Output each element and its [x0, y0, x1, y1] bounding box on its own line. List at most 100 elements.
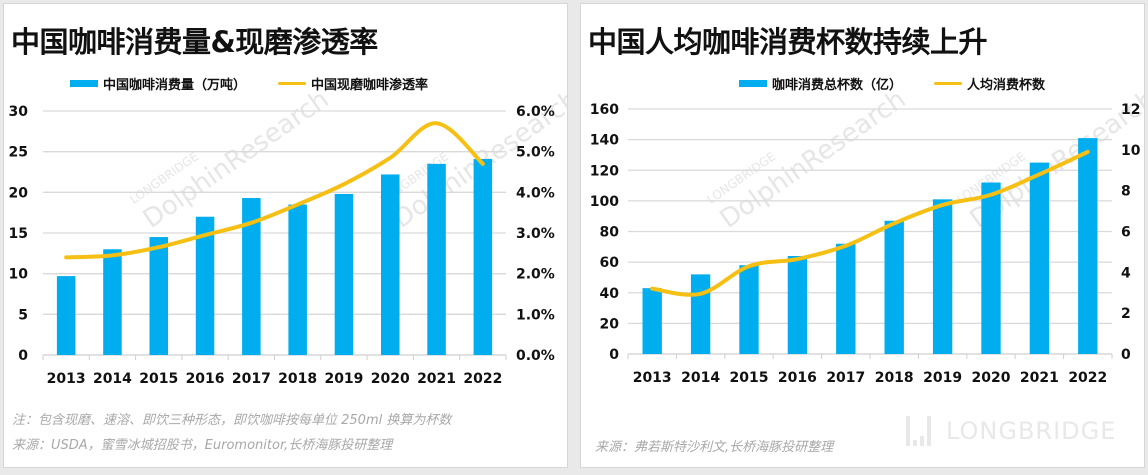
chart-source: 来源：弗若斯特沙利文,长桥海豚投研整理	[595, 440, 834, 455]
x-tick-label: 2022	[1068, 370, 1107, 386]
y-tick-label-right: 4.0%	[516, 185, 555, 201]
y-tick-label-right: 2.0%	[516, 267, 555, 283]
x-tick-label: 2015	[730, 370, 769, 386]
y-tick-label-right: 8	[1121, 184, 1131, 200]
x-tick-label: 2021	[417, 371, 456, 387]
x-tick-label: 2021	[1020, 370, 1059, 386]
bar	[836, 243, 856, 354]
legend-item-bar: 中国咖啡消费量（万吨）	[70, 74, 246, 93]
y-tick-label-right: 10	[1121, 143, 1141, 159]
x-tick-label: 2020	[972, 370, 1011, 386]
x-tick-label: 2020	[371, 371, 410, 387]
chart-panel-consumption: 中国咖啡消费量&现磨渗透率 中国咖啡消费量（万吨） 中国现磨咖啡渗透率 LONG…	[3, 3, 568, 468]
bar	[334, 193, 354, 355]
y-tick-label-left: 100	[590, 194, 619, 210]
legend-label: 中国咖啡消费量（万吨）	[103, 77, 247, 93]
y-tick-label-left: 10	[9, 267, 29, 283]
bar	[242, 198, 261, 355]
y-tick-label-right: 0	[1121, 347, 1131, 363]
y-tick-label-left: 80	[600, 225, 620, 241]
bar	[642, 288, 662, 354]
x-tick-label: 2017	[826, 370, 865, 386]
x-tick-label: 2016	[778, 370, 817, 386]
bar	[787, 256, 808, 354]
bar	[932, 199, 953, 354]
y-tick-label-right: 2	[1121, 306, 1131, 322]
bar	[473, 158, 493, 355]
legend-item-line: 人均消费杯数	[934, 74, 1045, 93]
chart-panel-cups: 中国人均咖啡消费杯数持续上升 咖啡消费总杯数（亿） 人均消费杯数 LONGBRI…	[580, 3, 1145, 468]
chart-title: 中国人均咖啡消费杯数持续上升	[588, 25, 988, 59]
x-tick-label: 2022	[463, 371, 502, 387]
chart-source: 来源：USDA，蜜雪冰城招股书，Euromonitor,长桥海豚投研整理	[12, 438, 393, 453]
bar	[103, 249, 122, 355]
chart-legend: 中国咖啡消费量（万吨） 中国现磨咖啡渗透率	[70, 73, 460, 93]
y-tick-label-left: 5	[18, 307, 28, 323]
chart-legend: 咖啡消费总杯数（亿） 人均消费杯数	[739, 73, 1077, 93]
bar	[288, 204, 307, 355]
logo-mark-icon	[906, 416, 934, 446]
bar	[1078, 138, 1098, 354]
logo-text: LONGBRIDGE	[946, 417, 1117, 445]
legend-label: 中国现磨咖啡渗透率	[311, 77, 429, 93]
x-tick-label: 2014	[681, 370, 720, 386]
y-tick-label-left: 140	[590, 133, 619, 149]
x-tick-label: 2013	[47, 371, 86, 387]
legend-item-line: 中国现磨咖啡渗透率	[278, 74, 428, 93]
x-tick-label: 2013	[633, 370, 672, 386]
combo-chart: LONGBRIDGEDolphinResearchLONGBRIDGEDolph…	[9, 84, 567, 387]
y-tick-label-right: 12	[1121, 102, 1140, 118]
legend-swatch-line	[934, 81, 963, 85]
x-tick-label: 2014	[93, 371, 132, 387]
x-tick-label: 2018	[875, 370, 914, 386]
y-tick-label-right: 0.0%	[516, 348, 555, 364]
x-tick-label: 2018	[278, 371, 317, 387]
bar	[149, 237, 169, 355]
y-tick-label-right: 4	[1121, 265, 1131, 281]
y-tick-label-left: 0	[18, 348, 28, 364]
x-tick-label: 2016	[186, 371, 225, 387]
y-tick-label-left: 25	[9, 145, 28, 161]
legend-swatch-bar	[739, 79, 767, 87]
bar	[739, 265, 759, 354]
x-tick-label: 2015	[139, 371, 178, 387]
legend-swatch-bar	[70, 79, 98, 87]
bar	[981, 182, 1001, 354]
y-tick-label-left: 0	[609, 347, 619, 363]
y-tick-label-right: 6.0%	[516, 104, 555, 120]
y-tick-label-left: 160	[590, 102, 619, 118]
chart-note: 注：包含现磨、速溶、即饮三种形态，即饮咖啡按每单位 250ml 换算为杯数	[12, 413, 452, 428]
legend-label: 咖啡消费总杯数（亿）	[772, 77, 903, 93]
x-tick-label: 2019	[324, 371, 363, 387]
trend-line	[650, 149, 1090, 297]
y-tick-label-right: 1.0%	[516, 307, 555, 323]
bar	[427, 163, 446, 355]
x-tick-label: 2019	[923, 370, 962, 386]
bar	[195, 216, 215, 355]
bar	[380, 174, 400, 355]
y-tick-label-left: 120	[590, 163, 619, 179]
y-tick-label-left: 60	[600, 255, 620, 271]
bar	[56, 276, 76, 355]
y-tick-label-left: 30	[9, 104, 29, 120]
y-tick-label-left: 20	[9, 185, 29, 201]
bar	[690, 274, 711, 354]
y-tick-label-left: 40	[600, 286, 620, 302]
longbridge-logo: LONGBRIDGE	[906, 416, 1116, 446]
x-tick-label: 2017	[232, 371, 271, 387]
chart-title: 中国咖啡消费量&现磨渗透率	[11, 25, 378, 59]
y-tick-label-right: 5.0%	[516, 145, 555, 161]
bar	[1029, 162, 1050, 354]
trend-line	[64, 121, 485, 260]
y-tick-label-right: 3.0%	[516, 226, 555, 242]
y-tick-label-left: 20	[600, 316, 620, 332]
y-tick-label-left: 15	[9, 226, 28, 242]
legend-item-bar: 咖啡消费总杯数（亿）	[739, 74, 902, 93]
legend-label: 人均消费杯数	[967, 77, 1046, 93]
y-tick-label-right: 6	[1121, 225, 1131, 241]
bar	[884, 220, 904, 354]
legend-swatch-line	[278, 81, 307, 85]
watermark-text: DolphinResearch	[715, 84, 912, 234]
